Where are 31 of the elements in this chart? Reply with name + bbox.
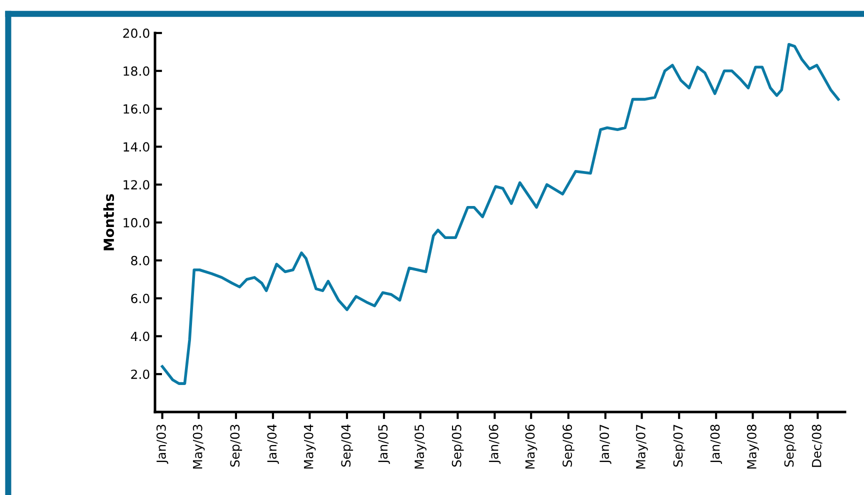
x-tick-label: Jan/07 bbox=[600, 424, 612, 464]
x-tick-label: Jan/06 bbox=[488, 424, 501, 464]
x-tick-label: Sep/08 bbox=[784, 424, 796, 467]
line-series bbox=[160, 42, 840, 385]
y-tick-label: 8.0 bbox=[131, 256, 150, 266]
x-tick-label: Jan/03 bbox=[156, 424, 168, 464]
y-tick-label: 14.0 bbox=[124, 142, 150, 152]
y-tick-label: 2.0 bbox=[131, 370, 150, 380]
y-tick-label: 12.0 bbox=[124, 180, 150, 190]
y-tick-label: 16.0 bbox=[124, 104, 150, 114]
y-tick-label: 6.0 bbox=[131, 294, 150, 304]
x-tick-label: May/07 bbox=[636, 424, 648, 469]
x-tick-label: May/05 bbox=[414, 424, 426, 469]
x-tick-label: May/04 bbox=[304, 424, 316, 469]
x-tick-label: Dec/08 bbox=[812, 424, 822, 467]
x-tick-label: Jan/05 bbox=[378, 424, 390, 464]
y-tick-label: 10.0 bbox=[124, 218, 150, 228]
x-tick-label: Sep/04 bbox=[341, 424, 354, 467]
y-tick-label: 20.0 bbox=[123, 28, 150, 38]
x-tick-label: May/03 bbox=[192, 424, 205, 469]
x-tick-label: Jan/08 bbox=[710, 424, 722, 464]
y-axis-title: Months bbox=[103, 194, 114, 250]
x-tick-label: Sep/05 bbox=[452, 424, 464, 467]
x-tick-label: May/08 bbox=[746, 424, 759, 469]
y-tick-label: 18.0 bbox=[124, 66, 150, 76]
x-tick-label: Jan/04 bbox=[267, 424, 279, 464]
x-tick-label: May/06 bbox=[525, 424, 538, 469]
x-tick-label: Sep/07 bbox=[673, 424, 686, 467]
x-tick-label: Sep/03 bbox=[230, 424, 242, 467]
y-tick-label: 4.0 bbox=[130, 332, 150, 342]
x-tick-label: Sep/06 bbox=[562, 424, 574, 467]
